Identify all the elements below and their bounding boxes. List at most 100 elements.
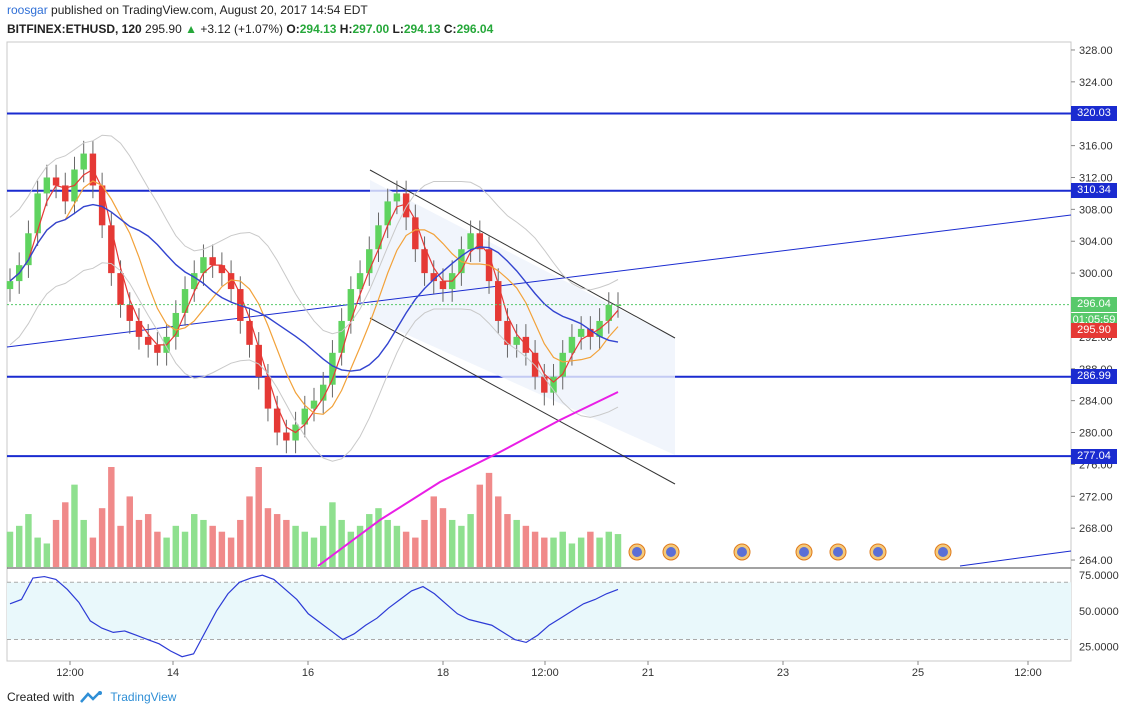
volume-bar xyxy=(43,543,51,567)
y-tick-label: 300.00 xyxy=(1079,268,1113,280)
price-tag: 296.04 xyxy=(1071,297,1117,313)
volume-bar xyxy=(458,525,465,567)
flag-icon xyxy=(666,547,676,557)
volume-bar xyxy=(430,496,437,567)
volume-bar xyxy=(522,525,530,567)
ma-fast-line xyxy=(9,168,619,434)
x-tick-label: 14 xyxy=(167,667,179,679)
created-with-text: Created with xyxy=(7,690,75,704)
y-tick-label: 284.00 xyxy=(1079,396,1113,408)
author-name[interactable]: roosgar xyxy=(7,3,48,17)
candle-body xyxy=(375,225,382,250)
channel-lower-line xyxy=(369,317,676,485)
x-tick-label: 18 xyxy=(437,667,449,679)
volume-bar xyxy=(144,514,152,567)
volume-bar xyxy=(421,519,428,567)
volume-bar xyxy=(283,519,290,567)
rsi-tick-label: 25.0000 xyxy=(1079,642,1119,654)
open-value: 294.13 xyxy=(299,22,337,36)
price-tag: 295.90 xyxy=(1071,323,1117,339)
candle-body xyxy=(117,273,124,305)
candle-body xyxy=(559,352,566,377)
low-value: 294.13 xyxy=(403,22,441,36)
volume-bar xyxy=(209,525,216,567)
candle-body xyxy=(191,273,198,290)
rsi-tick-label: 75.0000 xyxy=(1079,570,1119,582)
change-arrow-icon: ▲ xyxy=(185,22,197,36)
volume-bar xyxy=(6,531,14,567)
candle-body xyxy=(402,193,410,218)
price-tag: 286.99 xyxy=(1071,369,1117,385)
volume-bar xyxy=(98,508,106,567)
x-tick-label: 21 xyxy=(642,667,654,679)
publish-info: roosgar published on TradingView.com, Au… xyxy=(7,3,368,17)
candle-body xyxy=(283,432,290,441)
volume-bar xyxy=(356,525,364,567)
candle-body xyxy=(62,185,69,202)
volume-bar xyxy=(154,531,161,567)
candle-body xyxy=(172,312,180,337)
volume-bar xyxy=(375,508,382,567)
volume-bar xyxy=(596,537,603,567)
price-tag: 320.03 xyxy=(1071,105,1117,121)
volume-bar xyxy=(117,525,124,567)
volume-bar xyxy=(71,484,78,567)
volume-bar xyxy=(273,514,281,567)
ma-medium-line xyxy=(9,180,619,415)
y-tick-label: 280.00 xyxy=(1079,428,1113,440)
candle-body xyxy=(144,336,152,345)
candle-body xyxy=(439,281,447,290)
candle-body xyxy=(181,289,189,313)
volume-bar xyxy=(227,537,235,567)
volume-bar xyxy=(476,484,484,567)
x-tick-label: 23 xyxy=(777,667,789,679)
volume-bar xyxy=(255,467,262,567)
volume-bar xyxy=(384,519,391,567)
volume-bar xyxy=(439,508,447,567)
candle-body xyxy=(577,328,585,337)
volume-bar xyxy=(485,472,493,567)
candle-body xyxy=(246,320,253,345)
symbol-info: BITFINEX:ETHUSD, 120 295.90 ▲ +3.12 (+1.… xyxy=(7,22,493,36)
high-value: 297.00 xyxy=(352,22,390,36)
x-tick-label: 16 xyxy=(302,667,314,679)
tradingview-brand[interactable]: TradingView xyxy=(110,690,177,704)
y-tick-label: 324.00 xyxy=(1079,77,1113,89)
candle-body xyxy=(126,305,133,321)
candle-body xyxy=(310,400,318,409)
flag-icon xyxy=(737,547,747,557)
volume-bar xyxy=(62,502,69,567)
rsi-band xyxy=(7,582,1071,640)
candle-body xyxy=(421,249,428,274)
low-label: L: xyxy=(392,22,404,36)
volume-bar xyxy=(15,525,23,567)
price-tag: 277.04 xyxy=(1071,448,1117,464)
volume-bar xyxy=(172,525,180,567)
volume-bar xyxy=(577,537,585,567)
volume-bar xyxy=(614,534,622,567)
volume-bar xyxy=(191,514,198,567)
tradingview-logo-icon xyxy=(80,691,103,703)
candle-body xyxy=(347,289,355,321)
candle-body xyxy=(98,185,106,226)
volume-bar xyxy=(338,519,345,567)
candle-body xyxy=(34,193,41,234)
candle-body xyxy=(329,352,336,385)
price-change: +3.12 (+1.07%) xyxy=(200,22,284,36)
candle-body xyxy=(504,320,511,345)
volume-bar xyxy=(531,531,539,567)
candle-body xyxy=(301,408,309,425)
trend-line xyxy=(6,214,1072,348)
close-value: 296.04 xyxy=(456,22,494,36)
candle-body xyxy=(264,376,272,409)
volume-bar xyxy=(135,519,143,567)
band-lower-line xyxy=(9,262,619,462)
y-tick-label: 304.00 xyxy=(1079,236,1113,248)
candle-body xyxy=(255,344,262,377)
candle-body xyxy=(154,344,161,353)
flag-icon xyxy=(873,547,883,557)
volume-bar xyxy=(402,531,410,567)
volume-bar xyxy=(200,519,207,567)
candle-body xyxy=(587,328,594,337)
